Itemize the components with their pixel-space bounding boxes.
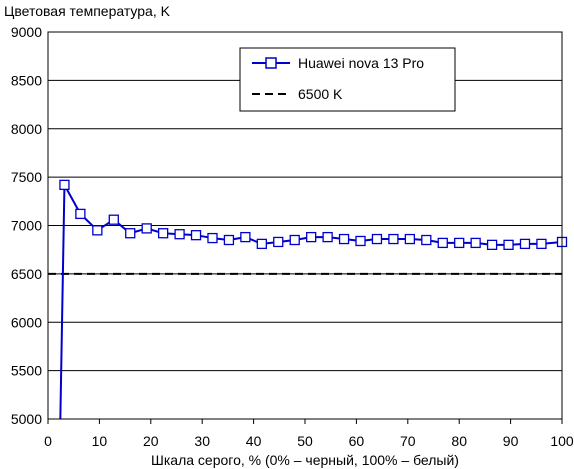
data-point xyxy=(141,223,152,234)
data-point xyxy=(306,231,317,243)
series-layer xyxy=(48,179,568,420)
y-tick-labels: 5000 5500 6000 6500 7000 7500 8000 8500 9000 xyxy=(11,24,42,427)
x-tick-label: 20 xyxy=(143,433,159,449)
x-tick-label: 80 xyxy=(451,433,467,449)
x-tick-label: 60 xyxy=(349,433,365,449)
data-point xyxy=(388,233,399,245)
legend-label-series-2: 6500 K xyxy=(298,86,343,102)
data-point xyxy=(223,234,235,246)
series-line-huawei xyxy=(59,183,563,420)
x-tick-label: 90 xyxy=(503,433,519,449)
data-point xyxy=(536,238,547,250)
x-axis-label: Шкала серого, % (0% – черный, 100% – бел… xyxy=(151,452,459,468)
data-point xyxy=(470,237,481,249)
data-point xyxy=(108,214,119,225)
x-tick-label: 10 xyxy=(92,433,108,449)
x-tick-label: 0 xyxy=(44,433,52,449)
data-point xyxy=(174,229,185,240)
y-tick-label: 5500 xyxy=(11,363,42,379)
legend-label-series-1: Huawei nova 13 Pro xyxy=(298,55,424,71)
x-tick-label: 50 xyxy=(297,433,313,449)
y-tick-label: 9000 xyxy=(11,24,42,40)
x-tick-label: 30 xyxy=(194,433,210,449)
chart-title: Цветовая температура, K xyxy=(4,3,171,19)
data-point xyxy=(503,239,514,251)
data-point xyxy=(59,179,70,191)
data-point xyxy=(75,208,86,220)
y-tick-label: 6500 xyxy=(11,266,42,282)
data-point xyxy=(454,237,465,249)
data-point xyxy=(338,233,350,245)
legend-marker-series-1 xyxy=(265,57,277,69)
data-point xyxy=(355,235,366,247)
data-point xyxy=(421,234,432,246)
data-point xyxy=(256,238,267,250)
y-tick-label: 5000 xyxy=(11,411,42,427)
data-point xyxy=(437,237,448,249)
data-point xyxy=(289,234,300,246)
data-point xyxy=(92,225,103,236)
data-point xyxy=(273,236,284,248)
y-tick-label: 8500 xyxy=(11,72,42,88)
x-tick-label: 100 xyxy=(550,433,574,449)
data-point xyxy=(190,230,202,241)
data-point xyxy=(486,239,498,251)
data-point xyxy=(125,228,136,239)
x-tick-label: 70 xyxy=(400,433,416,449)
y-tick-label: 7000 xyxy=(11,218,42,234)
y-tick-label: 8000 xyxy=(11,121,42,137)
data-point xyxy=(157,228,169,239)
y-tick-label: 7500 xyxy=(11,169,42,185)
data-point xyxy=(371,233,383,245)
x-tick-label: 40 xyxy=(246,433,262,449)
y-tick-label: 6000 xyxy=(11,314,42,330)
data-point xyxy=(207,232,218,244)
data-point xyxy=(519,238,531,250)
legend: Huawei nova 13 Pro 6500 K xyxy=(239,47,456,112)
x-tick-labels: 0 10 20 30 40 50 60 70 80 90 100 xyxy=(44,419,574,449)
data-point xyxy=(322,231,333,243)
data-point xyxy=(404,233,416,245)
data-point xyxy=(240,231,251,243)
